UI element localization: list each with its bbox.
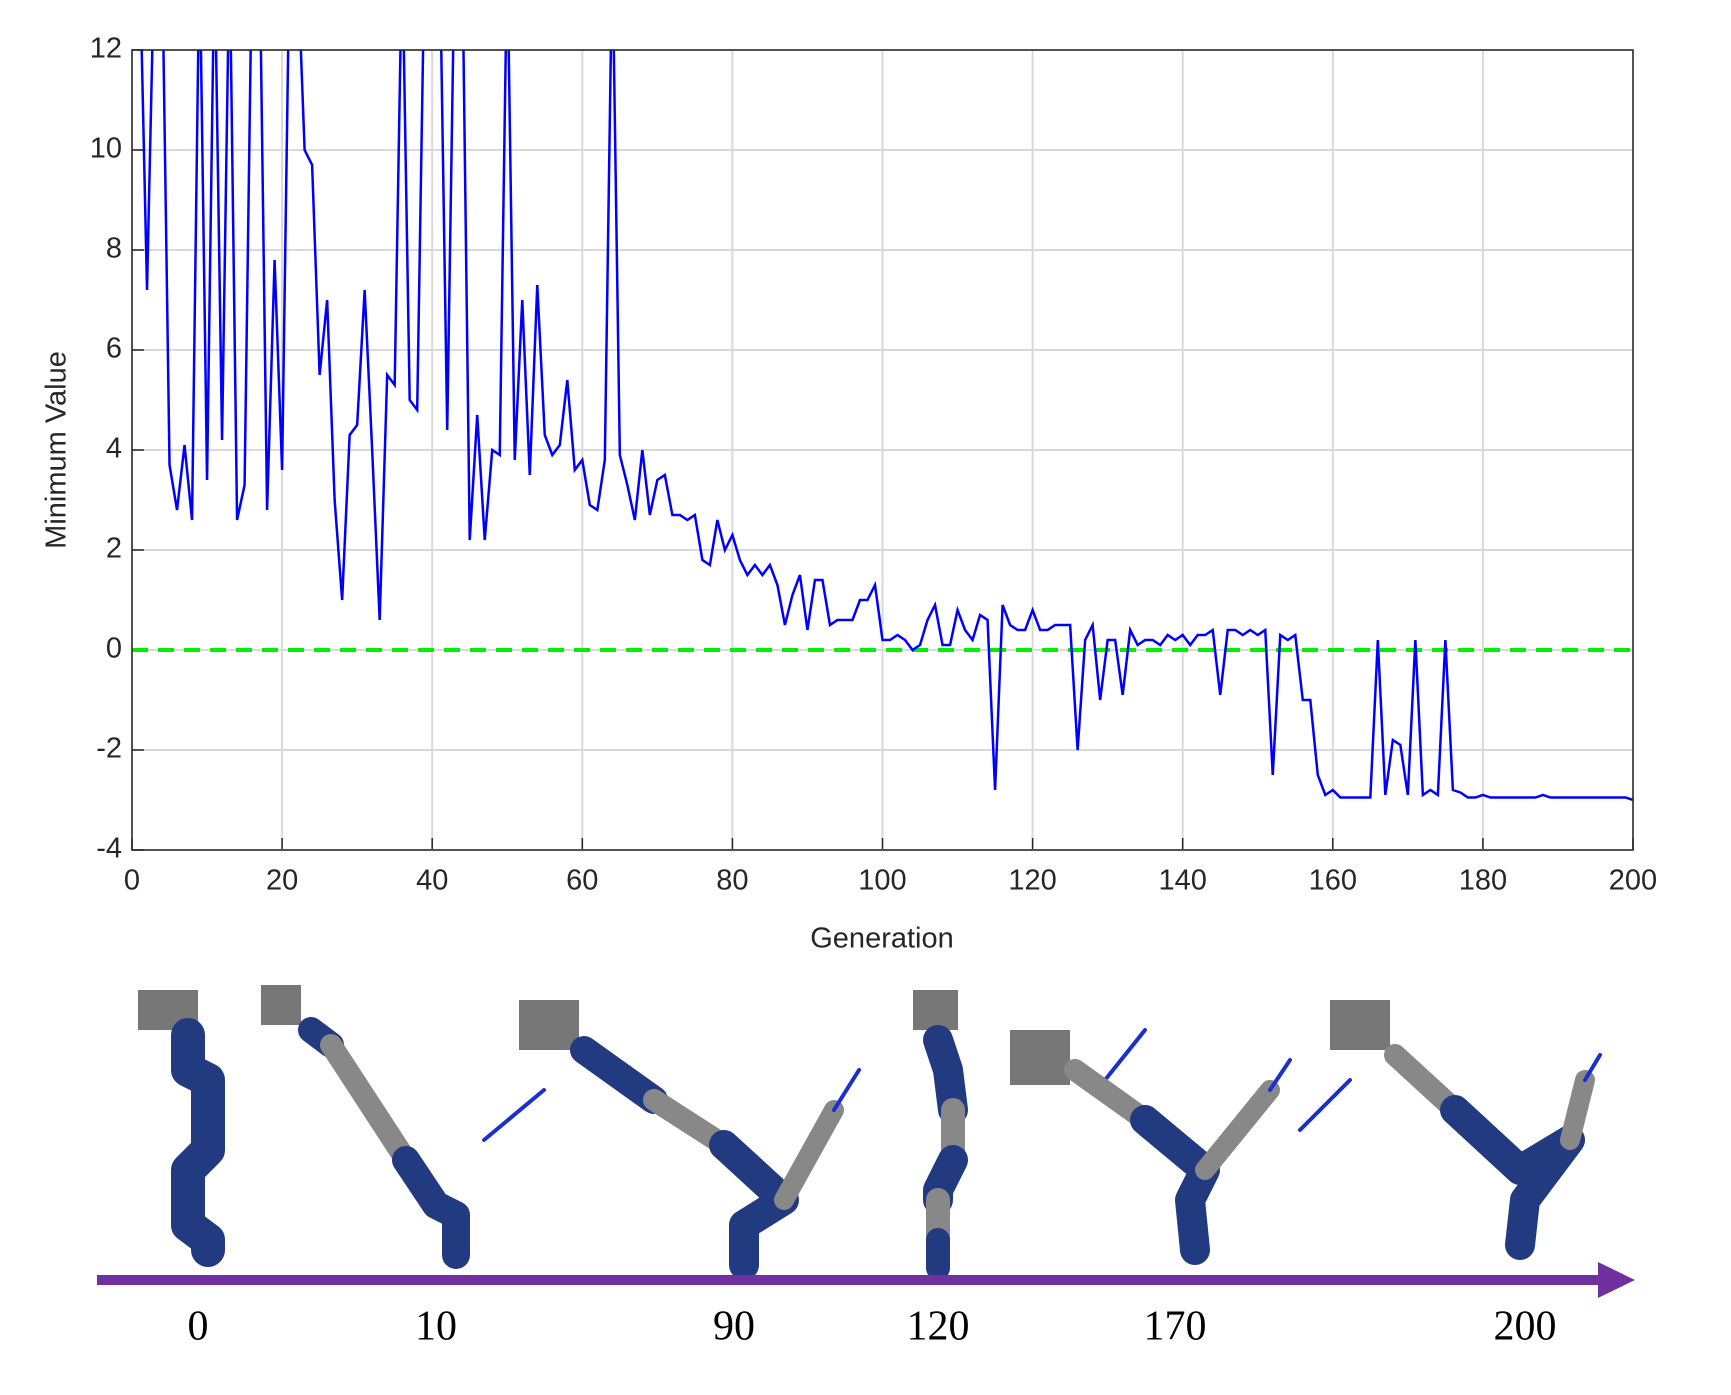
x-tick-label: 160 [1309, 865, 1357, 897]
y-tick-label: -4 [96, 833, 122, 865]
y-tick-label: -2 [96, 733, 122, 765]
robot-pose [1010, 1028, 1292, 1265]
timeline-label: 10 [415, 1304, 457, 1350]
x-tick-label: 200 [1609, 865, 1657, 897]
data-line [140, 50, 1633, 802]
plot-area: 0 20 40 60 80 100 120 140 160 180 200 -4 -2 0 2 4 6 8 10 12 [90, 33, 1657, 897]
timeline-label: 120 [907, 1304, 970, 1350]
robot-snapshots [138, 985, 1602, 1280]
timeline-label: 0 [188, 1304, 209, 1350]
x-tick-label: 60 [566, 865, 598, 897]
x-tick-label: 120 [1008, 865, 1056, 897]
x-tick-label: 0 [124, 865, 140, 897]
y-tick-label: 4 [106, 433, 122, 465]
y-tick-label: 6 [106, 333, 122, 365]
x-tick-label: 20 [266, 865, 298, 897]
plot-frame [131, 49, 1634, 851]
x-tick-label: 80 [716, 865, 748, 897]
timeline: 0 10 90 120 170 200 [97, 1262, 1635, 1350]
x-tick-label: 140 [1159, 865, 1207, 897]
robot-pose [261, 985, 470, 1269]
x-tick-label: 100 [858, 865, 906, 897]
y-tick-label: 2 [106, 533, 122, 565]
robot-pose [913, 990, 968, 1280]
robot-pose [1298, 1000, 1602, 1260]
y-tick-label: 0 [106, 633, 122, 665]
robot-pose [138, 990, 225, 1267]
timeline-label: 200 [1494, 1304, 1557, 1350]
timeline-arrowhead [1598, 1262, 1635, 1298]
robot-pose [482, 1000, 861, 1280]
x-tick-label: 180 [1459, 865, 1507, 897]
y-tick-label: 8 [106, 233, 122, 265]
y-axis-label: Minimum Value [41, 351, 73, 549]
y-tick-label: 10 [90, 133, 122, 165]
timeline-label: 170 [1144, 1304, 1207, 1350]
y-tick-label: 12 [90, 33, 122, 65]
timeline-label: 90 [713, 1304, 755, 1350]
x-axis-label: Generation [810, 923, 954, 955]
x-tick-label: 40 [416, 865, 448, 897]
